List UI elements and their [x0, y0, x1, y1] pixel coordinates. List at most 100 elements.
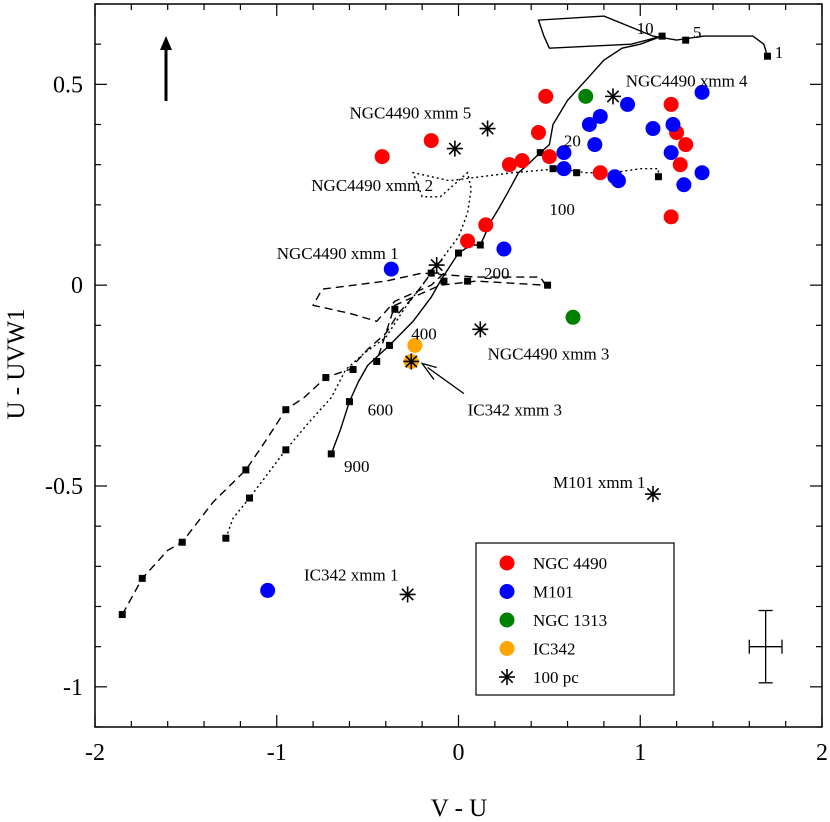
legend-label: NGC 1313 [533, 611, 607, 630]
age-markers [118, 32, 771, 619]
legend: NGC 4490 M101 NGC 1313 IC342 100 pc [475, 542, 675, 696]
x-tick-label: -1 [267, 740, 287, 766]
age-marker [345, 398, 353, 406]
ic342-xmm3-arrow [427, 366, 465, 395]
ic342-xmm3-arrowhead [420, 362, 437, 380]
age-label: 900 [344, 457, 370, 476]
y-tick-label: 0 [71, 273, 83, 299]
age-marker [763, 52, 771, 60]
y-axis-title: U - UVW1 [3, 308, 30, 419]
up-arrow-head [160, 36, 172, 50]
age-marker [322, 374, 330, 382]
age-marker [327, 450, 335, 458]
x-tick-label: 0 [453, 740, 465, 766]
asterisk-stroke [606, 90, 620, 103]
age-marker [654, 173, 662, 181]
point-m101 [383, 261, 399, 277]
point-ngc-4490 [538, 88, 554, 104]
legend-marker [499, 612, 515, 628]
age-marker [536, 149, 544, 157]
point-ngc-4490 [501, 157, 517, 173]
age-label: 400 [411, 324, 437, 343]
age-marker [682, 36, 690, 44]
point-ngc-4490 [672, 157, 688, 173]
point-ngc-4490 [678, 137, 694, 153]
legend-marker [499, 584, 515, 599]
point-100-pc [403, 353, 420, 370]
asterisk-stroke [405, 355, 418, 368]
point-100-pc [428, 257, 445, 274]
y-tick-label: 0.5 [53, 72, 83, 98]
point-m101 [587, 137, 603, 153]
point-m101 [260, 582, 276, 598]
error-bar [748, 609, 783, 684]
annotations: 1 5 10 20 100 200 400 600 900 NGC4490 xmm 4 NGC449… [160, 19, 784, 684]
y-tick-label: -1 [63, 675, 83, 701]
age-marker [455, 249, 462, 257]
legend-marker [499, 641, 515, 656]
model-track-solid [330, 15, 769, 455]
age-marker [385, 341, 393, 349]
axes: -2 -1 0 1 2 -1 -0.5 0 0.5 [45, 3, 828, 766]
source-label: NGC4490 xmm 4 [626, 71, 748, 90]
point-ngc-4490 [514, 153, 530, 169]
age-marker [440, 277, 448, 285]
point-100-pc [479, 120, 496, 137]
point-100-pc [399, 586, 416, 603]
point-m101 [592, 108, 608, 124]
model-tracks [121, 15, 769, 615]
asterisk-stroke [500, 670, 514, 684]
point-ngc-4490 [530, 125, 546, 141]
point-m101 [663, 145, 679, 161]
point-ngc-4490 [663, 209, 679, 225]
legend-label: M101 [533, 583, 574, 602]
age-label: 100 [549, 200, 575, 219]
asterisk-stroke [646, 487, 660, 501]
legend-marker [499, 669, 515, 685]
x-tick-label: 2 [816, 740, 828, 766]
point-m101 [556, 145, 572, 161]
point-m101 [645, 121, 661, 137]
age-marker [222, 534, 230, 542]
legend-label: 100 pc [533, 668, 579, 687]
point-ngc-1313 [578, 88, 594, 104]
y-tick-label: -0.5 [45, 474, 83, 500]
age-marker [549, 165, 557, 173]
model-track-dashed [121, 272, 548, 615]
point-m101 [581, 117, 597, 132]
age-label: 1 [775, 43, 784, 62]
x-tick-label: -2 [85, 740, 105, 766]
point-100-pc [604, 88, 621, 105]
age-label: 10 [637, 19, 654, 38]
point-m101 [496, 241, 512, 257]
point-ngc-1313 [565, 309, 581, 325]
age-marker [427, 269, 435, 277]
age-marker [476, 241, 484, 249]
point-m101 [676, 177, 692, 193]
source-label: IC342 xmm 1 [304, 565, 398, 584]
age-marker [373, 357, 381, 365]
point-100-pc [644, 486, 661, 503]
source-label: IC342 xmm 3 [468, 401, 562, 420]
point-ngc-4490 [541, 149, 557, 165]
legend-label: IC342 [533, 640, 576, 659]
age-marker [573, 169, 581, 177]
point-100-pc [472, 321, 489, 338]
age-marker [245, 494, 253, 502]
asterisk-stroke [401, 588, 414, 601]
point-m101 [610, 173, 626, 189]
asterisk-stroke [481, 122, 494, 135]
age-label: 5 [693, 23, 702, 42]
source-label: NGC4490 xmm 3 [488, 344, 610, 363]
data-points [260, 84, 710, 603]
point-ngc-4490 [460, 233, 476, 249]
x-axis-title: V - U [431, 795, 487, 822]
point-ngc-4490 [663, 96, 679, 112]
point-ngc-4490 [478, 217, 494, 233]
age-label: 600 [368, 401, 394, 420]
point-m101 [694, 165, 710, 181]
source-label: M101 xmm 1 [553, 473, 646, 492]
age-label: 200 [484, 264, 510, 283]
age-marker [464, 277, 472, 285]
